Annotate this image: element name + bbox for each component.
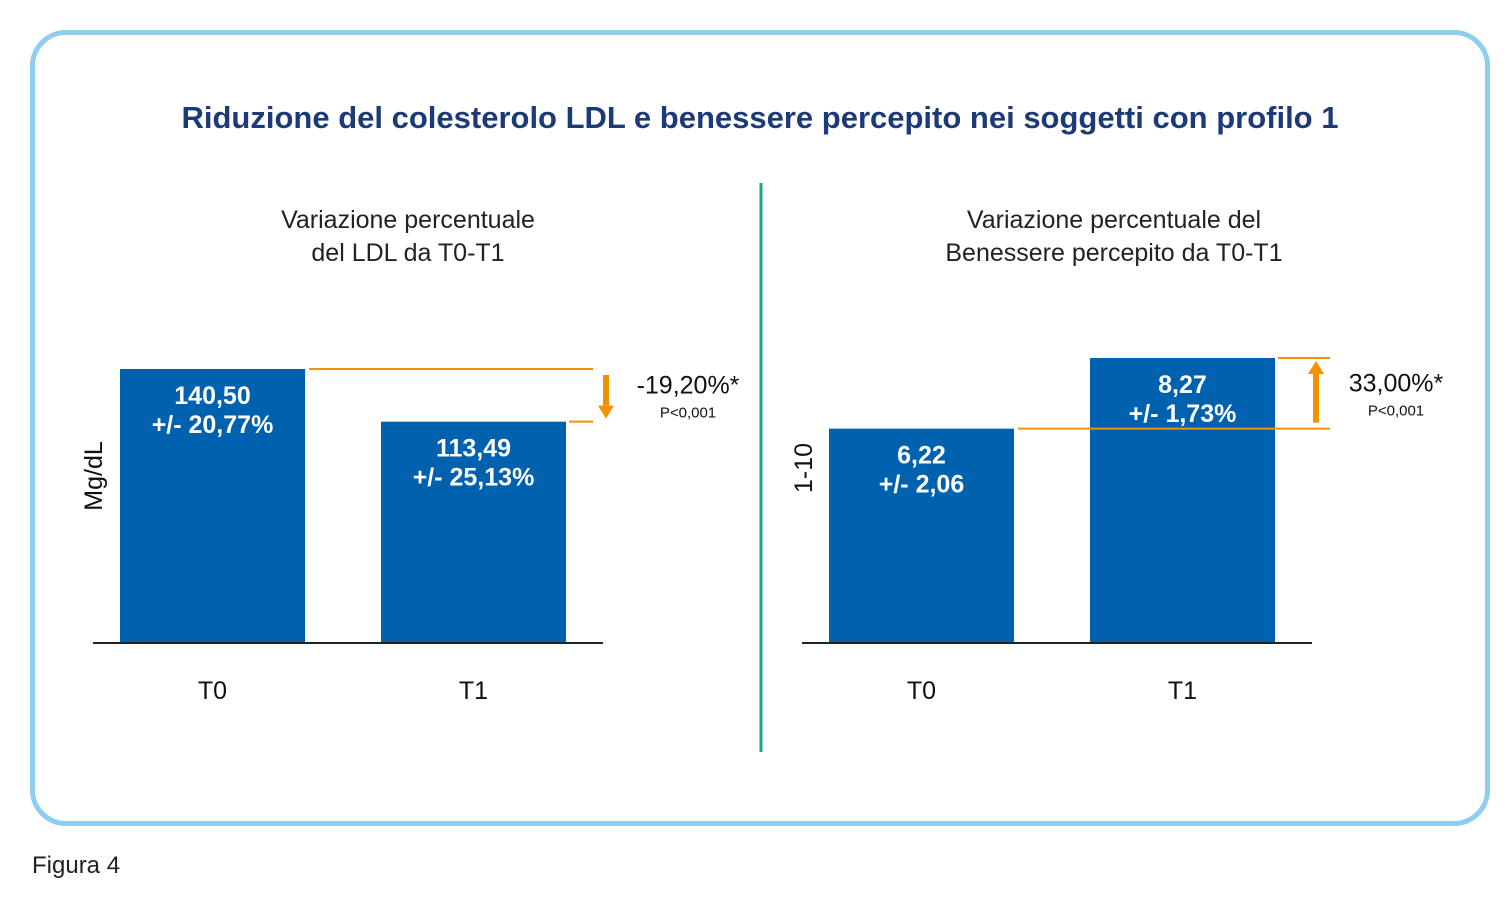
- p-value-label: P<0,001: [660, 404, 716, 421]
- bar-deviation-label: +/- 2,06: [879, 471, 964, 499]
- bar-t1: [381, 421, 566, 643]
- x-tick-label: T1: [459, 677, 488, 705]
- arrow-down-icon: [603, 375, 609, 406]
- figure-title: Riduzione del colesterolo LDL e benesser…: [181, 100, 1339, 135]
- x-tick-label: T0: [198, 677, 227, 705]
- bar-deviation-label: +/- 25,13%: [413, 464, 535, 492]
- bar-t1: [1090, 358, 1275, 643]
- wellbeing-subtitle-line-2: Benessere percepito da T0-T1: [945, 239, 1282, 267]
- ldl-subtitle-line-1: Variazione percentuale: [281, 206, 535, 234]
- wellbeing-chart-panel: Variazione percentuale del Benessere per…: [790, 206, 1444, 705]
- bar-value-label: 6,22: [897, 442, 946, 470]
- arrow-up-icon: [1313, 374, 1319, 423]
- bar-t0: [120, 369, 305, 643]
- percent-change-label: 33,00%*: [1349, 369, 1444, 397]
- bar-value-label: 113,49: [436, 435, 511, 463]
- figure-frame: [30, 30, 1490, 826]
- arrow-up-head-icon: [1308, 361, 1324, 374]
- wellbeing-subtitle-line-1: Variazione percentuale del: [967, 206, 1261, 234]
- ldl-subtitle-line-2: del LDL da T0-T1: [311, 239, 504, 267]
- bar-deviation-label: +/- 1,73%: [1129, 400, 1237, 428]
- wellbeing-y-axis-label: 1-10: [790, 443, 818, 493]
- bar-deviation-label: +/- 20,77%: [152, 411, 274, 439]
- ldl-y-axis-label: Mg/dL: [80, 441, 108, 511]
- bar-value-label: 140,50: [174, 382, 250, 410]
- bar-t0: [829, 428, 1014, 643]
- bar-value-label: 8,27: [1158, 371, 1207, 399]
- ldl-chart-panel: Variazione percentuale del LDL da T0-T1 …: [80, 206, 740, 705]
- arrow-down-head-icon: [598, 405, 614, 419]
- p-value-label: P<0,001: [1368, 402, 1424, 419]
- figure-caption: Figura 4: [32, 852, 121, 879]
- x-tick-label: T0: [907, 677, 936, 705]
- percent-change-label: -19,20%*: [637, 371, 740, 399]
- x-tick-label: T1: [1168, 677, 1197, 705]
